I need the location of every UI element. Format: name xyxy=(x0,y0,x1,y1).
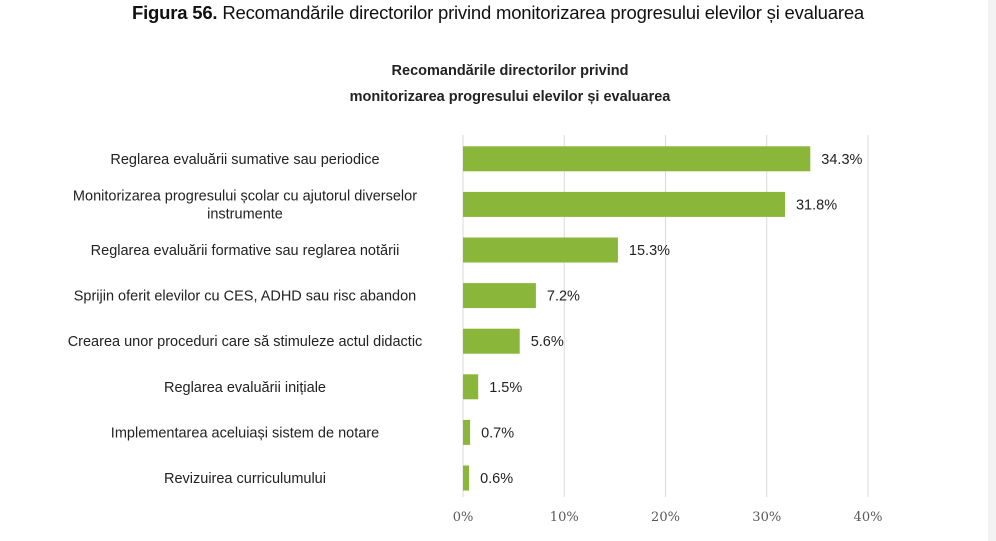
value-label-7: 0.6% xyxy=(480,471,513,487)
category-label-7-line-0: Revizuirea curriculumului xyxy=(164,471,326,487)
category-label-2: Reglarea evaluării formative sau reglare… xyxy=(91,243,400,259)
bar-0 xyxy=(463,146,811,172)
bar-5 xyxy=(463,374,479,400)
category-label-5: Reglarea evaluării inițiale xyxy=(164,380,326,396)
value-label-1: 31.8% xyxy=(796,197,837,213)
value-label-3: 7.2% xyxy=(547,289,580,305)
x-tick-label-1: 10% xyxy=(550,510,579,525)
bar-2 xyxy=(463,237,618,263)
x-tick-label-4: 40% xyxy=(854,510,883,525)
category-label-1-line-0: Monitorizarea progresului școlar cu ajut… xyxy=(73,188,417,204)
category-label-2-line-0: Reglarea evaluării formative sau reglare… xyxy=(91,243,400,259)
chart-title: Recomandările directorilor privind monit… xyxy=(210,58,810,110)
bar-7 xyxy=(463,465,470,491)
page-edge-strip xyxy=(988,0,996,541)
value-label-0: 34.3% xyxy=(821,152,862,168)
value-label-2: 15.3% xyxy=(629,243,670,259)
category-label-3: Sprijin oferit elevilor cu CES, ADHD sau… xyxy=(74,289,417,305)
category-label-1: Monitorizarea progresului școlar cu ajut… xyxy=(73,188,417,222)
chart-title-line-2: monitorizarea progresului elevilor și ev… xyxy=(349,89,671,105)
bar-4 xyxy=(463,328,520,354)
bar-3 xyxy=(463,283,536,309)
category-label-5-line-0: Reglarea evaluării inițiale xyxy=(164,380,326,396)
value-label-4: 5.6% xyxy=(531,334,564,350)
bar-1 xyxy=(463,191,785,217)
category-label-3-line-0: Sprijin oferit elevilor cu CES, ADHD sau… xyxy=(74,289,417,305)
category-label-0-line-0: Reglarea evaluării sumative sau periodic… xyxy=(110,152,379,168)
x-tick-label-2: 20% xyxy=(651,510,680,525)
category-label-6-line-0: Implementarea aceluiași sistem de notare xyxy=(111,425,379,441)
chart-title-line-1: Recomandările directorilor privind xyxy=(391,63,629,79)
bar-6 xyxy=(463,419,471,445)
value-label-6: 0.7% xyxy=(481,425,514,441)
figure-caption-text: Recomandările directorilor privind monit… xyxy=(217,2,864,23)
category-label-1-line-1: instrumente xyxy=(207,206,283,222)
category-label-4-line-0: Crearea unor proceduri care să stimuleze… xyxy=(68,334,423,350)
x-tick-label-3: 30% xyxy=(752,510,781,525)
category-label-6: Implementarea aceluiași sistem de notare xyxy=(111,425,379,441)
x-tick-label-0: 0% xyxy=(453,510,474,525)
value-label-5: 1.5% xyxy=(489,380,522,396)
category-label-0: Reglarea evaluării sumative sau periodic… xyxy=(110,152,379,168)
category-label-4: Crearea unor proceduri care să stimuleze… xyxy=(68,334,423,350)
figure-number: Figura 56. xyxy=(131,2,218,23)
figure-caption: Figura 56. Recomandările directorilor pr… xyxy=(0,2,996,24)
category-label-7: Revizuirea curriculumului xyxy=(164,471,326,487)
